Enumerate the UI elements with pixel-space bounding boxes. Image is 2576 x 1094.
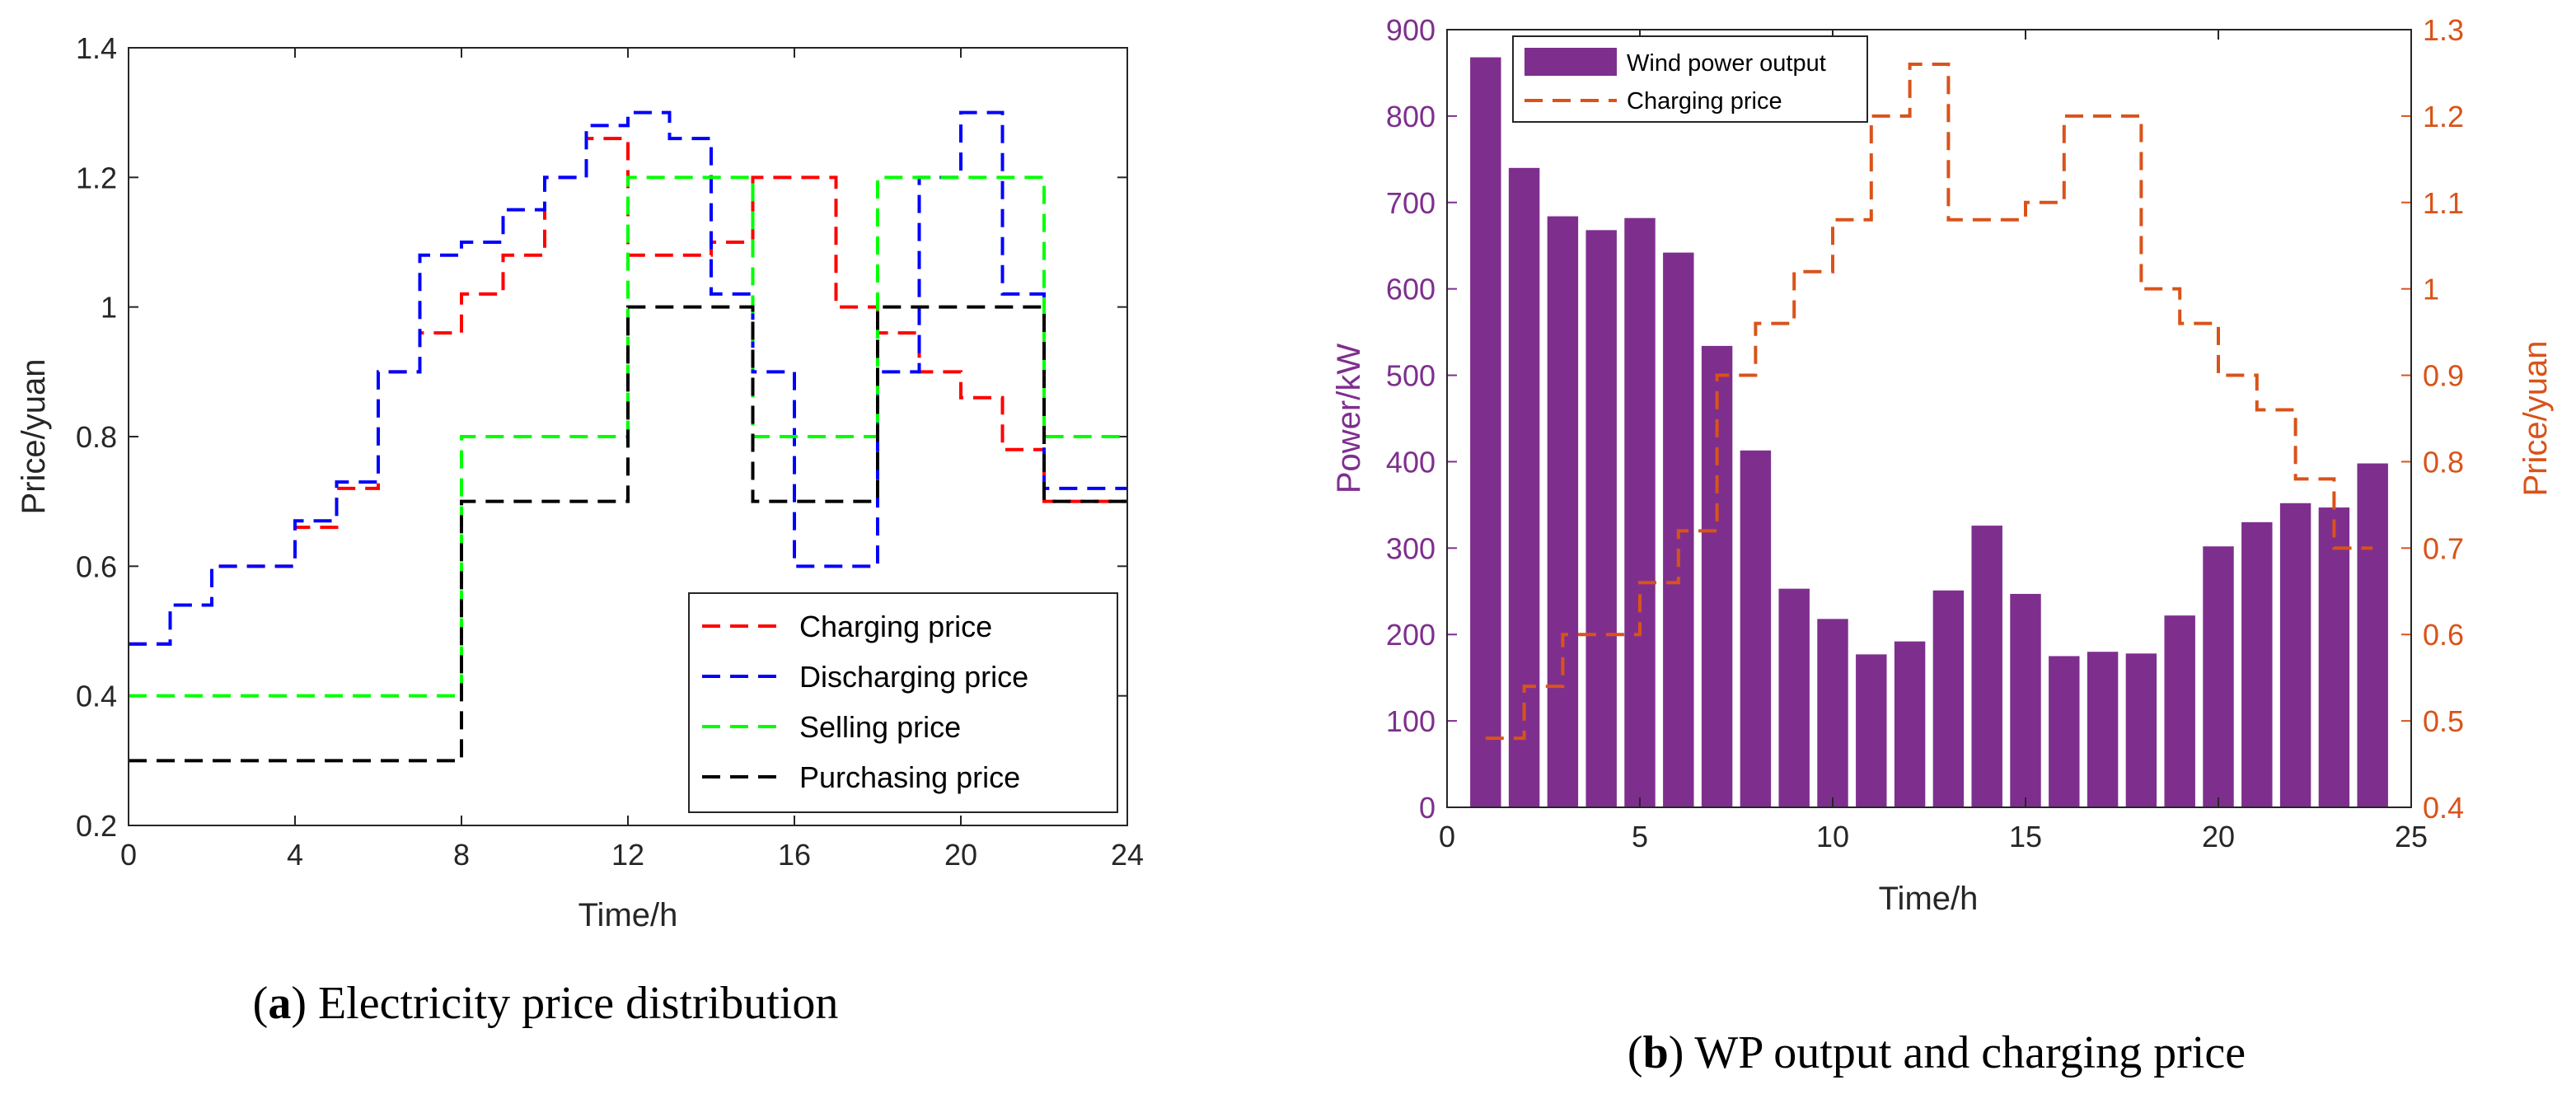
panel-b-y-right-tick-label: 1.3 <box>2423 13 2464 47</box>
series-selling-price-line <box>129 175 1127 698</box>
panel-a-legend: Charging price Discharging price Selling p… <box>688 592 1118 813</box>
panel-b-y-right-tick-label: 1.2 <box>2423 100 2464 133</box>
legend-label-purchasing-price: Purchasing price <box>799 760 1020 794</box>
panel-b-x-tick-label: 5 <box>1632 820 1648 853</box>
bar-wind-power-hour-12 <box>1894 641 1926 807</box>
bar-wind-power-hour-20 <box>2203 546 2234 807</box>
caption-a-text: Electricity price distribution <box>318 978 838 1029</box>
legend-swatch-wind-power-output <box>1525 48 1617 76</box>
bar-wind-power-hour-1 <box>1470 57 1501 807</box>
panel-b-x-tick-label: 20 <box>2202 820 2235 853</box>
bar-wind-power-hour-22 <box>2279 503 2311 807</box>
panel-b-y-axis-right-label: Price/yuan <box>2517 341 2554 497</box>
bar-wind-power-hour-9 <box>1778 588 1810 807</box>
panel-a-x-axis-label: Time/h <box>578 897 678 933</box>
panel-b-y-right-tick-label: 0.6 <box>2423 618 2464 652</box>
bar-wind-power-hour-7 <box>1701 345 1733 808</box>
bar-wind-power-hour-8 <box>1740 450 1772 807</box>
panel-b-x-tick-label: 0 <box>1439 820 1455 853</box>
caption-a: (a) Electricity price distribution <box>253 978 839 1029</box>
bar-wind-power-hour-24 <box>2357 463 2388 807</box>
panel-a-y-tick-label: 0.4 <box>76 680 117 713</box>
panel-b-y-right-tick-label: 1.1 <box>2423 186 2464 220</box>
series-charging-price-line <box>129 137 1127 646</box>
panel-a-y-tick-label: 1 <box>101 291 117 325</box>
panel-b-y-tick-label: 600 <box>1386 273 1436 306</box>
panel-b-y-tick-label: 400 <box>1386 445 1436 479</box>
panel-a-y-tick-label: 0.6 <box>76 549 117 583</box>
legend-label-selling-price: Selling price <box>799 710 961 744</box>
bar-wind-power-hour-23 <box>2318 507 2350 807</box>
panel-a-x-tick-label: 20 <box>944 838 977 872</box>
bar-wind-power-hour-17 <box>2087 652 2119 807</box>
bar-wind-power-hour-16 <box>2049 656 2080 807</box>
panel-b-y-tick-label: 100 <box>1386 704 1436 738</box>
panel-a-y-tick-label: 0.8 <box>76 420 117 454</box>
panel-b-y-right-tick-label: 0.9 <box>2423 359 2464 393</box>
panel-a-axes-box <box>128 47 1128 826</box>
panel-b-y-tick-label: 0 <box>1419 791 1436 825</box>
legend-label-wind-power-output: Wind power output <box>1627 50 1826 77</box>
panel-a-chart: 0 4 8 12 16 20 24 0.2 0.4 0.6 0.8 1 1.2 1.4 Time/h Pr… <box>16 31 1144 933</box>
legend-label-charging-price: Charging price <box>1627 88 1782 115</box>
panel-b-y-tick-label: 300 <box>1386 531 1436 565</box>
bar-wind-power-hour-13 <box>1932 590 1965 807</box>
bar-wind-power-hour-10 <box>1817 619 1848 807</box>
panel-a-x-tick-label: 8 <box>453 838 470 872</box>
legend-label-charging-price: Charging price <box>799 610 992 643</box>
panel-b-y-tick-label: 700 <box>1386 186 1436 220</box>
panel-b-y-tick-label: 500 <box>1386 359 1436 393</box>
panel-b-legend: Wind power output Charging price <box>1512 35 1868 123</box>
bar-wind-power-hour-15 <box>2010 593 2041 807</box>
panel-b-y-right-tick-label: 0.5 <box>2423 704 2464 738</box>
panel-b-y-right-tick-label: 0.8 <box>2423 445 2464 479</box>
panel-b-y-right-tick-label: 0.4 <box>2423 791 2464 825</box>
series-purchasing-price-line <box>129 305 1127 763</box>
series-charging-price-line <box>1485 62 2373 741</box>
bar-wind-power-hour-18 <box>2125 653 2157 807</box>
panel-b-x-tick-label: 10 <box>1816 820 1849 853</box>
panel-a-x-tick-label: 16 <box>778 838 811 872</box>
panel-a-x-tick-label: 4 <box>287 838 303 872</box>
caption-a-letter: a <box>268 978 291 1029</box>
panel-b-x-tick-label: 25 <box>2395 820 2428 853</box>
panel-b-y-tick-label: 200 <box>1386 618 1436 652</box>
panel-b-chart: 0 5 10 15 20 25 0 100 200 300 400 500 600 700 800 900 0.… <box>1331 13 2554 917</box>
bar-wind-power-hour-5 <box>1624 217 1656 807</box>
bar-wind-power-hour-11 <box>1856 654 1887 807</box>
bar-wind-power-hour-14 <box>1971 526 2002 807</box>
panel-a-y-tick-label: 1.2 <box>76 161 117 194</box>
bar-wind-power-hour-19 <box>2164 615 2195 807</box>
panel-b-x-axis-label: Time/h <box>1879 881 1979 917</box>
bar-wind-power-hour-4 <box>1585 230 1617 807</box>
panel-b-y-tick-label: 800 <box>1386 100 1436 133</box>
caption-b: (b) WP output and charging price <box>1628 1027 2246 1078</box>
panel-b-axes-box <box>1446 29 2412 808</box>
panel-a-x-tick-label: 0 <box>120 838 137 872</box>
panel-b-x-tick-label: 15 <box>2009 820 2042 853</box>
bar-wind-power-hour-21 <box>2241 521 2273 807</box>
bar-wind-power-hour-2 <box>1508 167 1540 808</box>
panel-a-y-axis-label: Price/yuan <box>16 359 52 515</box>
panel-b-y-tick-label: 900 <box>1386 13 1436 47</box>
panel-b-y-right-tick-label: 0.7 <box>2423 531 2464 565</box>
panel-a-y-tick-label: 0.2 <box>76 809 117 843</box>
bar-wind-power-hour-3 <box>1547 216 1579 807</box>
caption-b-text: WP output and charging price <box>1694 1027 2246 1078</box>
panel-b-y-axis-label: Power/kW <box>1331 344 1367 493</box>
panel-a-y-tick-label: 1.4 <box>76 31 117 65</box>
legend-label-discharging-price: Discharging price <box>799 660 1028 694</box>
panel-a-x-tick-label: 24 <box>1111 838 1144 872</box>
caption-b-letter: b <box>1643 1027 1669 1078</box>
panel-a-x-tick-label: 12 <box>611 838 644 872</box>
panel-b-y-right-tick-label: 1 <box>2423 273 2439 306</box>
